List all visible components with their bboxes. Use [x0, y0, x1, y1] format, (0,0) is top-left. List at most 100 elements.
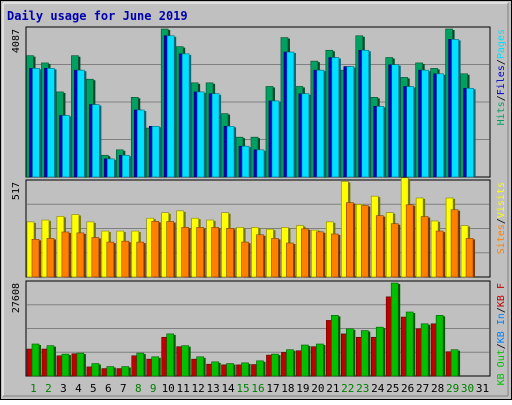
day-label-9: 9 — [150, 382, 157, 395]
day-label-8: 8 — [135, 382, 142, 395]
day-label-19: 19 — [296, 382, 309, 395]
day-label-12: 12 — [192, 382, 205, 395]
bar-hits-pages-3 — [62, 115, 70, 178]
legend-sep-hits-1: / — [496, 59, 507, 65]
bar-kbytes-kb-out-18 — [286, 349, 294, 377]
day-label-30: 30 — [461, 382, 474, 395]
bar-visits-sites-9 — [151, 221, 160, 278]
bar-visits-sites-8 — [136, 241, 145, 278]
bar-kbytes-kb-out-14 — [226, 363, 234, 377]
bar-hits-pages-20 — [316, 69, 325, 178]
day-label-5: 5 — [90, 382, 97, 395]
day-label-15: 15 — [236, 382, 249, 395]
legend-hits: Hits/Files/Pages — [496, 29, 507, 125]
day-label-17: 17 — [266, 382, 279, 395]
bar-hits-pages-11 — [181, 53, 190, 178]
day-label-16: 16 — [251, 382, 264, 395]
day-label-28: 28 — [431, 382, 444, 395]
bar-kbytes-kb-out-23 — [360, 330, 369, 377]
bar-hits-pages-29 — [451, 39, 459, 178]
bar-hits-pages-7 — [121, 154, 130, 178]
bar-kbytes-kb-out-5 — [91, 363, 100, 377]
bar-visits-sites-7 — [121, 240, 130, 278]
legend-kbytes: KB Out/KB In/KB F — [496, 283, 507, 385]
bar-hits-pages-1 — [32, 68, 40, 178]
day-label-14: 14 — [221, 382, 235, 395]
bar-visits-sites-14 — [226, 228, 234, 278]
bar-kbytes-kb-out-4 — [76, 352, 85, 377]
day-label-3: 3 — [60, 382, 67, 395]
legend-item-kbytes-1: KB In — [496, 313, 507, 343]
bar-visits-sites-29 — [450, 209, 459, 278]
bar-visits-sites-20 — [316, 231, 324, 278]
bar-visits-sites-21 — [331, 233, 339, 278]
bar-hits-pages-26 — [406, 86, 414, 178]
bar-hits-pages-19 — [301, 93, 310, 178]
bar-hits-pages-5 — [92, 104, 100, 178]
bar-hits-pages-8 — [136, 109, 145, 178]
bar-hits-pages-27 — [421, 69, 429, 178]
bar-kbytes-kb-out-17 — [271, 353, 279, 377]
bar-visits-sites-4 — [76, 232, 85, 278]
bar-kbytes-kb-out-19 — [301, 344, 309, 377]
max-label-visits: 517 — [11, 182, 22, 200]
day-label-25: 25 — [386, 382, 399, 395]
bar-hits-pages-24 — [376, 106, 385, 178]
bar-kbytes-kb-out-27 — [420, 323, 429, 377]
bar-kbytes-kb-out-21 — [331, 315, 339, 377]
bar-visits-sites-27 — [420, 216, 429, 278]
bar-kbytes-kb-out-2 — [46, 345, 55, 377]
bar-kbytes-kb-out-22 — [346, 328, 354, 377]
bar-kbytes-kb-out-29 — [450, 349, 459, 377]
legend-item-hits-2: Pages — [496, 29, 507, 59]
bar-kbytes-kb-out-12 — [196, 356, 204, 377]
bar-hits-pages-15 — [241, 145, 250, 178]
bar-hits-pages-6 — [107, 158, 115, 178]
bar-visits-sites-10 — [166, 221, 174, 278]
bar-kbytes-kb-out-3 — [61, 353, 70, 377]
day-label-24: 24 — [371, 382, 385, 395]
day-label-13: 13 — [206, 382, 219, 395]
bar-hits-pages-13 — [211, 93, 220, 178]
legend-visits: Sites/Visits — [496, 182, 507, 254]
day-label-4: 4 — [75, 382, 82, 395]
day-label-22: 22 — [341, 382, 354, 395]
bar-visits-sites-13 — [211, 227, 219, 278]
bar-visits-sites-11 — [181, 227, 189, 278]
bar-visits-sites-26 — [405, 204, 414, 278]
chart-title: Daily usage for June 2019 — [7, 9, 188, 23]
bar-hits-pages-18 — [286, 51, 295, 178]
bar-hits-pages-10 — [166, 35, 175, 178]
legend-sep-kbytes-1: / — [496, 307, 507, 313]
bar-kbytes-kb-out-24 — [375, 326, 384, 377]
bar-visits-sites-15 — [241, 241, 249, 278]
bar-visits-sites-3 — [61, 231, 70, 278]
bar-visits-sites-2 — [46, 238, 55, 278]
bar-kbytes-kb-out-28 — [435, 315, 444, 377]
bar-kbytes-kb-out-15 — [241, 362, 249, 377]
day-label-27: 27 — [416, 382, 429, 395]
day-label-21: 21 — [326, 382, 339, 395]
bar-visits-sites-30 — [465, 238, 474, 278]
bar-visits-sites-24 — [375, 215, 384, 278]
max-label-hits: 4087 — [11, 29, 22, 53]
bar-visits-sites-22 — [346, 202, 354, 278]
legend-item-hits-1: Files — [496, 65, 507, 95]
legend-item-hits-0: Hits — [496, 101, 507, 125]
bar-kbytes-kb-out-20 — [316, 343, 324, 377]
bar-kbytes-kb-out-13 — [211, 361, 219, 377]
bar-hits-pages-4 — [77, 69, 85, 178]
bar-hits-pages-12 — [196, 91, 205, 178]
bar-kbytes-kb-out-26 — [405, 311, 414, 377]
bar-hits-pages-22 — [346, 66, 355, 178]
bar-visits-sites-5 — [91, 237, 100, 278]
day-label-6: 6 — [105, 382, 112, 395]
bar-kbytes-kb-out-11 — [181, 345, 189, 377]
day-label-23: 23 — [356, 382, 369, 395]
day-label-31: 31 — [476, 382, 489, 395]
bar-hits-pages-21 — [331, 57, 340, 178]
bar-visits-sites-23 — [360, 205, 369, 278]
bar-kbytes-kb-out-16 — [256, 360, 264, 377]
